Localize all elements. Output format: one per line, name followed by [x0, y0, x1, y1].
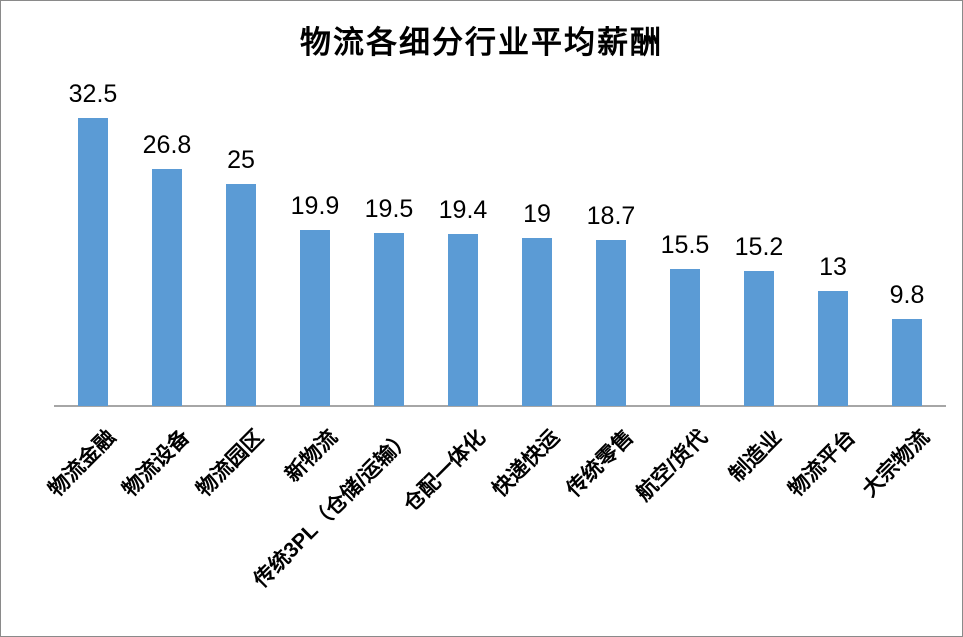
data-label: 26.8: [142, 131, 192, 159]
category-label: 传统零售: [562, 425, 638, 502]
data-label: 18.7: [586, 202, 636, 230]
bar: [300, 230, 330, 406]
data-label: 15.2: [734, 233, 784, 261]
bar: [596, 240, 626, 406]
category-label: 仓配一体化: [399, 425, 490, 517]
bar: [744, 271, 774, 406]
bar: [226, 184, 256, 406]
category-label: 快递快运: [488, 425, 564, 502]
data-label: 32.5: [68, 80, 118, 108]
bar: [448, 234, 478, 406]
data-label: 19.9: [290, 192, 340, 220]
bar: [374, 233, 404, 406]
bar: [818, 291, 848, 406]
data-label: 19.5: [364, 195, 414, 223]
category-label: 物流平台: [784, 425, 860, 502]
category-label: 传统3PL（仓储/运输）: [249, 425, 416, 593]
category-label: 制造业: [725, 425, 786, 487]
bar: [892, 319, 922, 406]
x-axis-line: [54, 405, 946, 407]
data-label: 15.5: [660, 231, 710, 259]
data-label: 19: [523, 200, 551, 228]
data-label: 9.8: [889, 281, 925, 309]
bar: [522, 238, 552, 406]
bar: [152, 169, 182, 406]
data-label: 13: [819, 253, 847, 281]
bar: [670, 269, 700, 406]
category-label: 大宗物流: [858, 425, 934, 502]
chart-title: 物流各细分行业平均薪酬: [300, 25, 663, 60]
category-label: 航空/货代: [632, 425, 712, 506]
data-label: 25: [227, 146, 255, 174]
data-label: 19.4: [438, 196, 488, 224]
bar: [78, 118, 108, 406]
